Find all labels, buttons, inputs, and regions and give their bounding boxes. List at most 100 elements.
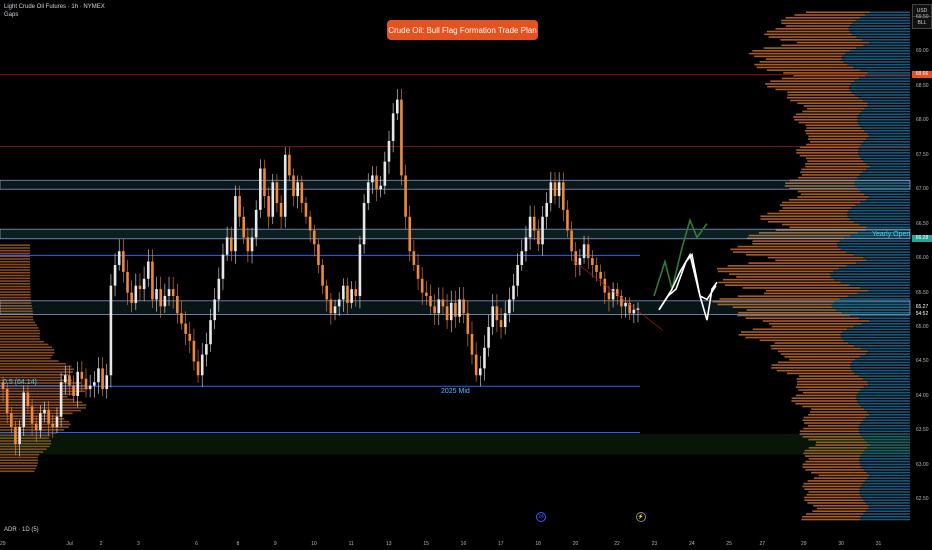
event-icon-flash[interactable]: ⚡ bbox=[636, 512, 646, 522]
x-tick-label: 18 bbox=[535, 541, 541, 547]
volume-profile-bar-right bbox=[848, 27, 910, 30]
volume-profile-bar-right-orange bbox=[817, 507, 869, 510]
volume-profile-bar-left bbox=[0, 255, 31, 258]
candle-body bbox=[146, 261, 150, 279]
symbol-header: Light Crude Oil Futures · 1h · NYMEX bbox=[4, 4, 105, 10]
volume-profile-bar-right bbox=[866, 226, 910, 229]
volume-profile-bar-right bbox=[865, 502, 910, 504]
candle-body bbox=[371, 175, 374, 183]
volume-profile-bar-left bbox=[0, 327, 39, 329]
volume-profile-bar-right bbox=[860, 69, 910, 71]
volume-profile-bar-right bbox=[864, 449, 910, 452]
volume-profile-bar-right bbox=[859, 491, 910, 493]
volume-profile-bar-right bbox=[857, 231, 910, 234]
x-tick-label: 13 bbox=[385, 541, 392, 547]
candle-body bbox=[400, 99, 403, 176]
x-tick-label: 16 bbox=[460, 541, 467, 547]
candle-body bbox=[329, 299, 333, 314]
volume-profile-bar-right-orange bbox=[742, 287, 861, 289]
volume-profile-bar-right-orange bbox=[760, 215, 848, 218]
volume-profile-bar-right bbox=[859, 174, 910, 176]
volume-profile-bar-right bbox=[859, 488, 910, 490]
candle-body bbox=[18, 426, 21, 445]
volume-profile-bar-right-orange bbox=[805, 469, 864, 471]
candle-body bbox=[578, 258, 582, 265]
volume-profile-bar-right bbox=[865, 353, 910, 355]
y-tick-label: 69.50 bbox=[916, 13, 929, 20]
volume-profile-bar-right-orange bbox=[768, 322, 862, 325]
volume-profile-bar-right bbox=[867, 72, 910, 74]
volume-profile-bar-right-orange bbox=[807, 160, 864, 162]
volume-profile-bar-right bbox=[838, 267, 910, 270]
volume-profile-bar-right-orange bbox=[806, 157, 861, 160]
candle-body bbox=[350, 289, 353, 303]
volume-profile-bar-right-orange bbox=[775, 88, 850, 91]
volume-profile-bar-right bbox=[860, 493, 910, 496]
candle-body bbox=[167, 289, 171, 297]
volume-profile-bar-right-orange bbox=[805, 163, 867, 165]
volume-profile-bar-left bbox=[0, 451, 43, 453]
volume-profile-bar-right bbox=[856, 262, 910, 264]
projection-path-white-2 bbox=[658, 252, 718, 321]
volume-profile-bar-right bbox=[835, 309, 910, 311]
candle-body bbox=[437, 299, 441, 314]
resistance-zone-upper bbox=[0, 179, 911, 190]
volume-profile-bar-right-orange bbox=[748, 262, 857, 264]
candle-body bbox=[387, 140, 391, 162]
candle-body bbox=[5, 389, 9, 414]
candle-body bbox=[603, 278, 607, 293]
volume-profile-bar-right-orange bbox=[785, 25, 850, 27]
volume-profile-bar-right bbox=[865, 74, 910, 77]
volume-profile-bar-right bbox=[862, 171, 910, 173]
event-icon-earnings[interactable]: 24 bbox=[536, 512, 546, 522]
volume-profile-bar-right-orange bbox=[796, 149, 859, 151]
candle-body bbox=[445, 306, 449, 321]
volume-profile-bar-right-orange bbox=[802, 405, 862, 408]
x-tick-label: 3 bbox=[136, 541, 140, 547]
volume-profile-bar-left bbox=[0, 321, 36, 324]
volume-profile-bar-right-orange bbox=[808, 491, 860, 493]
candle-body bbox=[134, 285, 138, 303]
volume-profile-bar-left bbox=[0, 280, 31, 282]
candle-body bbox=[76, 371, 80, 396]
volume-profile-bar-right bbox=[867, 383, 910, 386]
candle-body bbox=[105, 375, 109, 390]
candle-body bbox=[117, 251, 121, 265]
candle-body bbox=[375, 175, 378, 190]
volume-profile-bar-left bbox=[0, 404, 87, 406]
x-tick-label: 9 bbox=[273, 541, 277, 547]
volume-profile-bar-right bbox=[868, 105, 910, 107]
volume-profile-bar-right-orange bbox=[722, 278, 835, 281]
volume-profile-bar-right bbox=[869, 41, 910, 44]
volume-profile-bar-right bbox=[867, 477, 910, 479]
y-tick-label: 67.00 bbox=[916, 186, 929, 193]
volume-profile-bar-left bbox=[0, 324, 37, 326]
volume-profile-bar-right bbox=[854, 345, 910, 347]
candle-body bbox=[395, 99, 399, 114]
volume-profile-bar-right-orange bbox=[780, 353, 866, 355]
volume-profile-bar-right bbox=[864, 438, 910, 441]
volume-profile-bar-right bbox=[868, 507, 910, 510]
candle-body bbox=[263, 168, 266, 197]
volume-profile-bar-right-orange bbox=[777, 350, 868, 353]
volume-profile-bar-right-orange bbox=[809, 141, 864, 143]
volume-profile-bar-right bbox=[848, 342, 910, 344]
volume-profile-bar-right-orange bbox=[718, 281, 841, 284]
volume-profile-bar-right-orange bbox=[811, 471, 867, 474]
volume-profile-bar-right-orange bbox=[807, 107, 865, 110]
candle-body bbox=[337, 299, 341, 307]
candle-body bbox=[433, 306, 436, 314]
volume-profile-bar-right bbox=[860, 455, 910, 457]
volume-profile-bar-right bbox=[860, 157, 910, 160]
volume-profile-bar-right-orange bbox=[732, 306, 833, 309]
volume-profile-bar-right-orange bbox=[778, 361, 852, 364]
volume-profile-bar-right-orange bbox=[764, 292, 858, 295]
volume-profile-bar-right-orange bbox=[752, 328, 847, 331]
y-tick-label: 68.00 bbox=[916, 117, 929, 124]
volume-profile-bar-right bbox=[868, 504, 910, 507]
candle-body bbox=[14, 426, 17, 445]
volume-profile-bar-left bbox=[0, 332, 41, 335]
volume-profile-bar-right bbox=[860, 287, 910, 289]
volume-profile-bar-right-orange bbox=[730, 248, 841, 251]
